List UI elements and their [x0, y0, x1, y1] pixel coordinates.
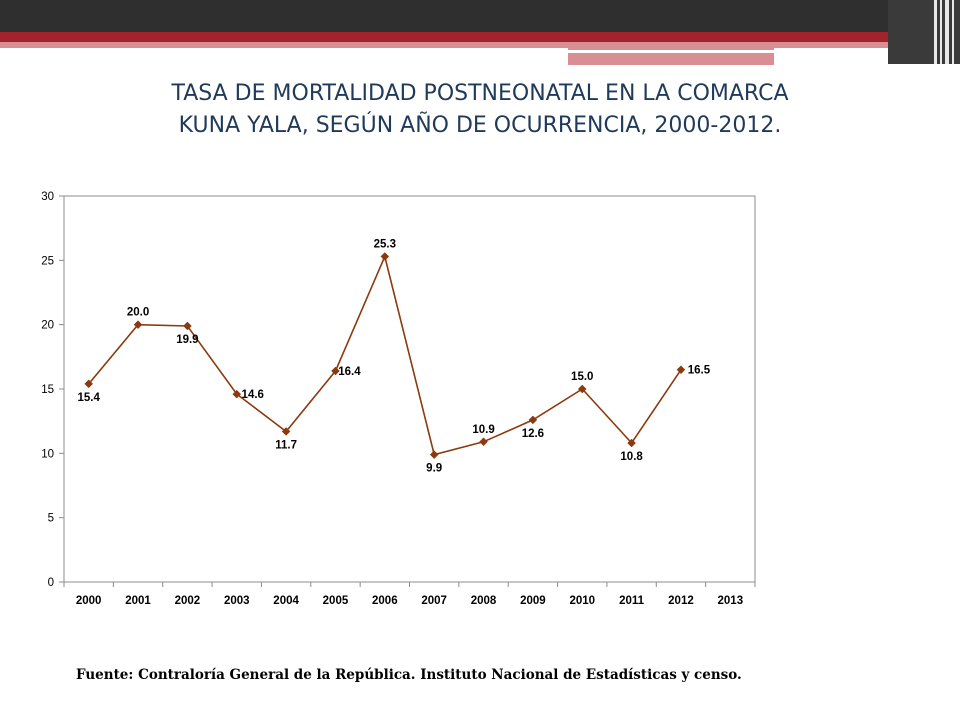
data-label: 12.6 [522, 428, 544, 440]
banner-stripe [952, 0, 954, 64]
page-title: TASA DE MORTALIDAD POSTNEONATAL EN LA CO… [60, 78, 900, 142]
x-tick-label: 2012 [668, 595, 694, 607]
data-label: 10.9 [472, 424, 494, 436]
data-label: 16.4 [338, 366, 361, 378]
data-point [627, 438, 636, 448]
data-point [133, 320, 143, 330]
line-chart: 0 5 10 15 20 25 30 2000 2001 2002 2003 2004 2005 2006… [41, 191, 756, 607]
plot-area [63, 195, 756, 583]
top-banner-right-block [888, 0, 960, 64]
y-tick-label: 20 [41, 320, 54, 332]
x-tick-label: 2008 [471, 595, 497, 607]
x-tick-label: 2013 [718, 595, 744, 607]
data-point [528, 415, 538, 425]
x-tick-label: 2005 [323, 595, 349, 607]
data-label: 20.0 [127, 307, 149, 319]
data-point [676, 365, 686, 375]
banner-stripe [945, 0, 949, 64]
y-tick-label: 15 [41, 384, 54, 396]
title-line-2: KUNA YALA, SEGÚN AÑO DE OCURRENCIA, 2000… [178, 113, 782, 138]
data-point [479, 437, 488, 447]
data-point [232, 389, 242, 399]
source-note: Fuente: Contraloría General de la Repúbl… [76, 667, 742, 683]
data-point [183, 321, 192, 331]
top-banner-pink [0, 42, 960, 48]
x-tick-label: 2006 [372, 595, 398, 607]
x-tick-label: 2004 [273, 595, 299, 607]
y-tick-label: 30 [41, 191, 54, 203]
data-label: 15.0 [571, 371, 593, 383]
x-tick-label: 2000 [76, 595, 102, 607]
banner-stripe [940, 0, 942, 64]
y-tick-label: 10 [41, 448, 54, 460]
x-tick-label: 2001 [125, 595, 151, 607]
top-banner-dark [0, 0, 960, 32]
data-label: 14.6 [242, 389, 264, 401]
data-point [577, 384, 587, 394]
y-tick-label: 0 [48, 577, 54, 589]
data-label: 10.8 [620, 451, 643, 463]
x-tick-label: 2010 [569, 595, 595, 607]
y-tick-label: 5 [48, 513, 54, 525]
x-tick-label: 2011 [619, 595, 645, 607]
data-point [429, 450, 439, 459]
x-tick-label: 2009 [520, 595, 546, 607]
data-label: 11.7 [275, 439, 297, 451]
top-banner-white-line [568, 50, 888, 53]
data-point [331, 366, 340, 376]
data-label: 16.5 [688, 365, 711, 377]
data-point [380, 252, 390, 261]
banner-stripe [934, 0, 937, 64]
data-label: 19.9 [176, 334, 198, 346]
title-line-1: TASA DE MORTALIDAD POSTNEONATAL EN LA CO… [171, 81, 789, 106]
top-banner-red [0, 32, 960, 42]
x-tick-label: 2007 [421, 595, 447, 607]
data-label: 15.4 [77, 392, 100, 404]
data-point [84, 379, 94, 389]
x-tick-label: 2002 [175, 595, 201, 607]
y-tick-label: 25 [41, 255, 54, 267]
x-tick-label: 2003 [224, 595, 250, 607]
data-point [281, 427, 291, 436]
data-label: 9.9 [426, 463, 442, 475]
data-label: 25.3 [374, 238, 396, 250]
